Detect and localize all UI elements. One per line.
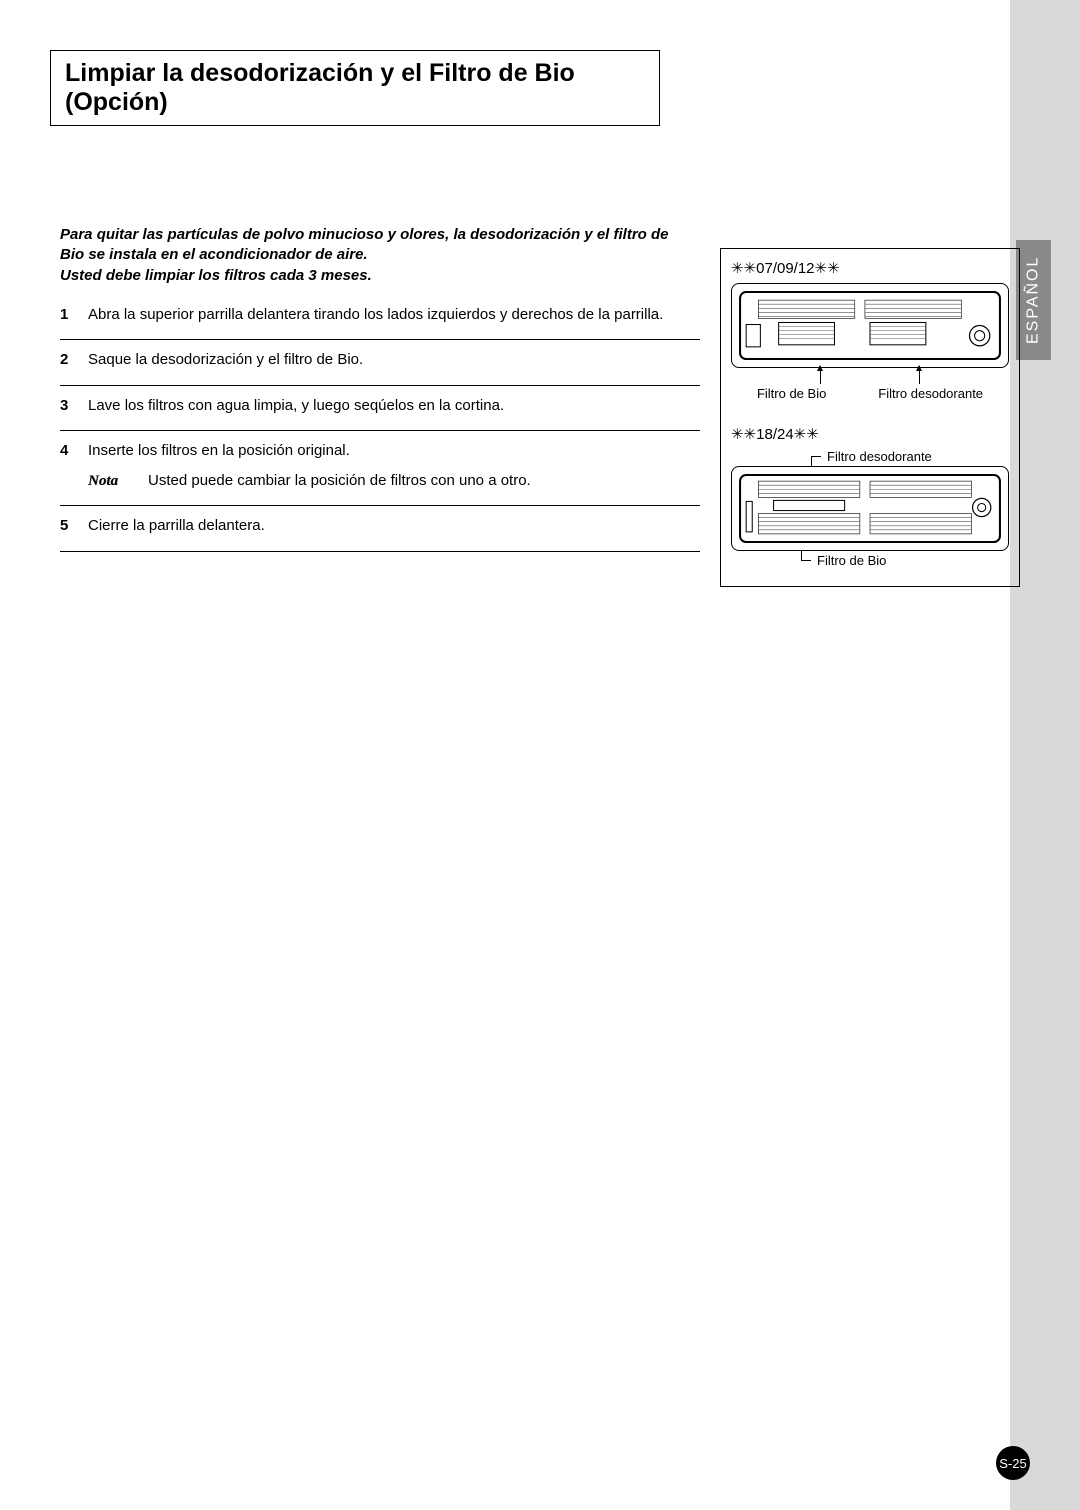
diagram1-captions: Filtro de Bio Filtro desodorante	[731, 386, 1009, 401]
step-text: Abra la superior parrilla delantera tira…	[88, 305, 700, 325]
sidebar-gray	[1010, 0, 1080, 1510]
diagram1-arrows	[731, 366, 1009, 384]
step-number: 1	[60, 305, 88, 325]
page-title-box: Limpiar la desodorización y el Filtro de…	[50, 50, 660, 126]
steps-list: 1 Abra la superior parrilla delantera ti…	[60, 295, 700, 552]
ac-unit-icon	[738, 290, 1002, 361]
nota-text: Usted puede cambiar la posición de filtr…	[148, 471, 531, 491]
step-item: 2 Saque la desodorización y el filtro de…	[60, 340, 700, 385]
arrow-icon	[820, 366, 821, 384]
step-text: Inserte los filtros en la posición origi…	[88, 441, 700, 461]
intro-text: Para quitar las partículas de polvo minu…	[60, 225, 690, 286]
nota-row: Nota Usted puede cambiar la posición de …	[88, 471, 700, 491]
diagram2-bottom-callout: Filtro de Bio	[801, 553, 1009, 568]
intro-line-2: Usted debe limpiar los filtros cada 3 me…	[60, 266, 690, 286]
step-item: 3 Lave los filtros con agua limpia, y lu…	[60, 386, 700, 431]
step-text: Saque la desodorización y el filtro de B…	[88, 350, 700, 370]
diagram1-model-label: ✳✳07/09/12✳✳	[731, 259, 1009, 277]
diagram1-unit	[731, 283, 1009, 368]
diagram2-bottom-caption: Filtro de Bio	[817, 553, 886, 568]
diagram1-left-caption: Filtro de Bio	[757, 386, 826, 401]
diagram2-top-caption: Filtro desodorante	[827, 449, 932, 464]
language-tab: ESPAÑOL	[1016, 240, 1051, 360]
nota-label: Nota	[88, 471, 148, 491]
step-number: 3	[60, 396, 88, 416]
diagram2-top-callout: Filtro desodorante	[811, 449, 1009, 464]
diagram2-unit	[731, 466, 1009, 551]
step-text: Lave los filtros con agua limpia, y lueg…	[88, 396, 700, 416]
step-number: 5	[60, 516, 88, 536]
step-number: 2	[60, 350, 88, 370]
page-title: Limpiar la desodorización y el Filtro de…	[65, 59, 645, 117]
step-text: Cierre la parrilla delantera.	[88, 516, 700, 536]
diagram1-right-caption: Filtro desodorante	[878, 386, 983, 401]
step-item: 4 Inserte los filtros en la posición ori…	[60, 431, 700, 507]
callout-tick-icon	[811, 456, 821, 457]
diagram-panel: ✳✳07/09/12✳✳	[720, 248, 1020, 587]
step-item: 5 Cierre la parrilla delantera.	[60, 506, 700, 551]
step-body: Inserte los filtros en la posición origi…	[88, 441, 700, 492]
manual-page: ESPAÑOL Limpiar la desodorización y el F…	[0, 0, 1080, 1510]
step-number: 4	[60, 441, 88, 492]
page-number: S-25	[999, 1456, 1026, 1471]
step-item: 1 Abra la superior parrilla delantera ti…	[60, 295, 700, 340]
arrow-icon	[919, 366, 920, 384]
ac-unit-icon	[738, 473, 1002, 544]
callout-tick-icon	[801, 560, 811, 561]
diagram2-model-label: ✳✳18/24✳✳	[731, 425, 1009, 443]
intro-line-1: Para quitar las partículas de polvo minu…	[60, 225, 690, 266]
page-number-badge: S-25	[996, 1446, 1030, 1480]
